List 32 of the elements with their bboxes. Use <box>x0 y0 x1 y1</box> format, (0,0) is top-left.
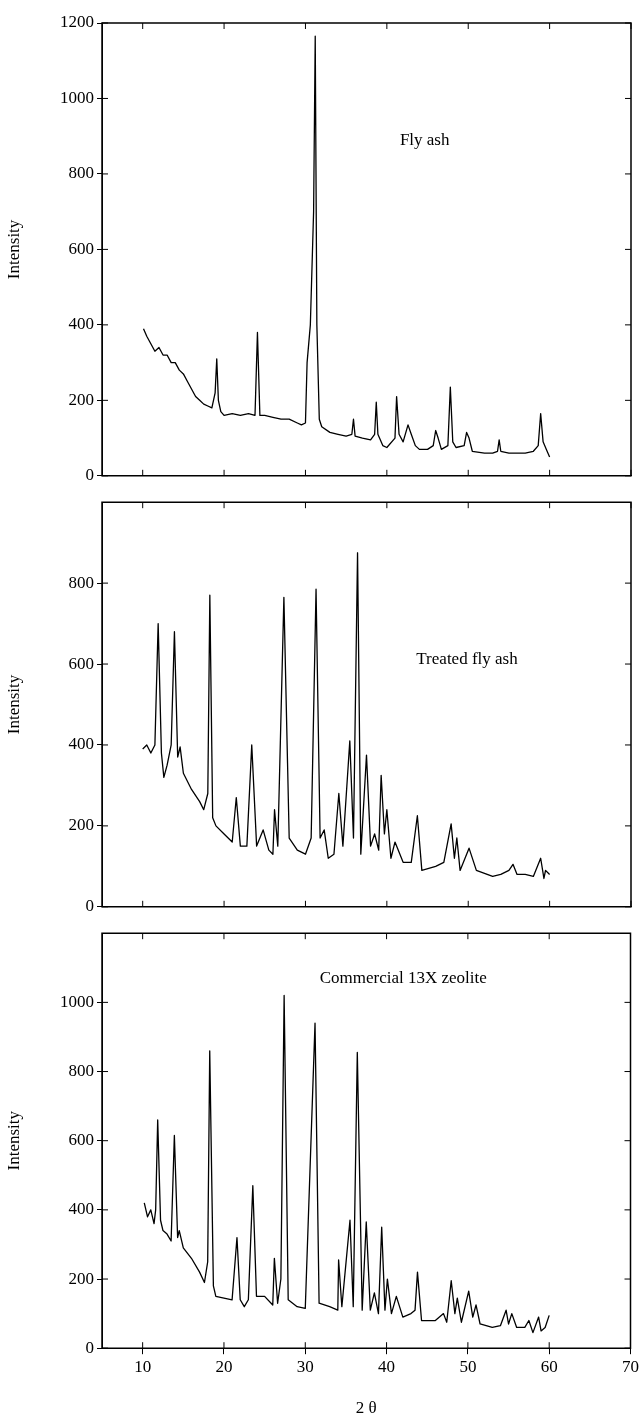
y-tick-label: 800 <box>68 572 94 592</box>
y-tick-label: 1000 <box>60 991 94 1011</box>
y-tick-label: 1000 <box>60 87 94 107</box>
x-tick-label: 50 <box>459 1356 477 1376</box>
y-tick-label: 800 <box>68 1061 94 1080</box>
y-tick-label: 400 <box>68 314 94 334</box>
y-tick-label: 600 <box>68 238 94 258</box>
x-axis-title: 2 θ <box>355 1398 377 1418</box>
y-tick-label: 0 <box>85 465 94 485</box>
x-tick-label: 60 <box>540 1356 558 1376</box>
x-tick-label: 70 <box>622 1356 639 1376</box>
y-tick-label: 400 <box>68 1199 94 1219</box>
y-tick-label: 600 <box>68 1130 94 1150</box>
y-tick-label: 0 <box>85 896 94 916</box>
y-axis-title: Intensity <box>3 219 23 280</box>
x-tick-label: 20 <box>215 1356 233 1376</box>
y-tick-label: 800 <box>68 163 94 183</box>
y-tick-label: 600 <box>68 653 94 673</box>
x-tick-label: 40 <box>378 1356 396 1376</box>
y-tick-label: 400 <box>68 734 94 754</box>
annotation: Treated fly ash <box>416 649 519 669</box>
x-tick-label: 30 <box>296 1356 314 1376</box>
y-tick-label: 0 <box>85 1337 94 1357</box>
y-axis-title: Intensity <box>3 674 23 735</box>
y-tick-label: 200 <box>68 389 94 409</box>
x-tick-label: 10 <box>134 1356 152 1376</box>
y-axis-title: Intensity <box>3 1110 23 1171</box>
y-tick-label: 200 <box>68 815 94 835</box>
y-tick-label: 1200 <box>60 12 94 32</box>
annotation: Fly ash <box>399 130 450 150</box>
annotation: Commercial 13X zeolite <box>319 968 487 988</box>
y-tick-label: 200 <box>68 1268 94 1288</box>
